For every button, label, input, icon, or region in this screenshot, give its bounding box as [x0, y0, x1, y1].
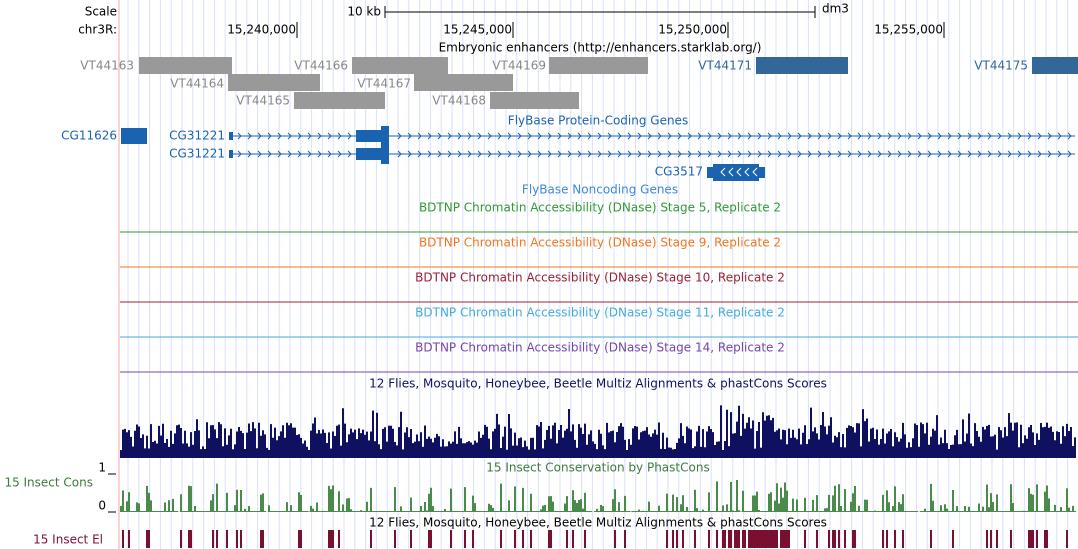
- track-title: BDTNP Chromatin Accessibility (DNase) St…: [419, 201, 781, 215]
- feature-label[interactable]: VT44168: [432, 94, 486, 108]
- exon: [381, 144, 389, 164]
- enhancer[interactable]: [228, 74, 320, 91]
- feature-label[interactable]: VT44163: [80, 59, 134, 73]
- strand-arrows: [720, 167, 758, 177]
- position-ticks: [296, 22, 945, 38]
- track-title: FlyBase Protein-Coding Genes: [508, 114, 688, 128]
- feature-label[interactable]: VT44164: [170, 77, 224, 91]
- chrom-label: chr3R:: [78, 23, 117, 37]
- feature-label[interactable]: CG31221: [169, 147, 225, 161]
- strand-arrow: [237, 132, 1072, 158]
- enhancer[interactable]: [1032, 57, 1078, 74]
- track-title: BDTNP Chromatin Accessibility (DNase) St…: [415, 306, 785, 320]
- enhancer[interactable]: [139, 57, 232, 74]
- position-label: 15,255,000: [874, 23, 943, 37]
- gene-models: [121, 126, 1075, 181]
- axis-label: 1: [98, 461, 106, 475]
- track-title: 15 Insect Conservation by PhastCons: [486, 461, 709, 475]
- axis-label: 0: [98, 499, 106, 513]
- position-label: 15,240,000: [227, 23, 296, 37]
- conservation-wiggle: [120, 405, 1076, 458]
- phastcons-wiggle: [120, 479, 1076, 512]
- track-title: BDTNP Chromatin Accessibility (DNase) St…: [415, 271, 785, 285]
- enhancer-features: [139, 57, 1078, 109]
- enhancer[interactable]: [414, 74, 513, 91]
- feature-label[interactable]: CG11626: [61, 129, 117, 143]
- scale-bar-label: 10 kb: [347, 5, 381, 19]
- strand-arrows: [237, 132, 1072, 158]
- exon: [381, 126, 389, 146]
- feature-label[interactable]: VT44167: [357, 77, 411, 91]
- exon: [713, 164, 759, 181]
- feature-label[interactable]: VT44175: [974, 59, 1028, 73]
- feature-label[interactable]: VT44169: [492, 59, 546, 73]
- track-title: FlyBase Noncoding Genes: [522, 183, 678, 197]
- position-label: 15,245,000: [443, 23, 512, 37]
- conserved-elements: [122, 530, 1068, 548]
- assembly-label: dm3: [822, 2, 849, 16]
- exon: [356, 130, 382, 142]
- enhancer[interactable]: [490, 92, 579, 109]
- track-title: BDTNP Chromatin Accessibility (DNase) St…: [419, 236, 781, 250]
- position-label: 15,250,000: [658, 23, 727, 37]
- enhancer[interactable]: [352, 57, 448, 74]
- feature-label[interactable]: VT44171: [698, 59, 752, 73]
- feature-label[interactable]: VT44165: [236, 94, 290, 108]
- enhancer[interactable]: [549, 57, 648, 74]
- feature-label[interactable]: CG3517: [655, 165, 703, 179]
- track-title: 12 Flies, Mosquito, Honeybee, Beetle Mul…: [369, 516, 827, 530]
- exon: [229, 132, 233, 140]
- exon: [229, 150, 233, 158]
- scale-label: Scale: [85, 5, 117, 19]
- gene[interactable]: [121, 128, 147, 144]
- track-title: BDTNP Chromatin Accessibility (DNase) St…: [415, 341, 785, 355]
- exon: [356, 148, 382, 160]
- enhancer[interactable]: [756, 57, 848, 74]
- feature-label[interactable]: VT44166: [294, 59, 348, 73]
- track-title: 12 Flies, Mosquito, Honeybee, Beetle Mul…: [369, 377, 827, 391]
- feature-label[interactable]: CG31221: [169, 129, 225, 143]
- side-label: 15 Insect El: [33, 533, 103, 547]
- track-title: Embryonic enhancers (http://enhancers.st…: [439, 41, 762, 55]
- enhancer[interactable]: [294, 92, 385, 109]
- side-label: 15 Insect Cons: [4, 476, 93, 490]
